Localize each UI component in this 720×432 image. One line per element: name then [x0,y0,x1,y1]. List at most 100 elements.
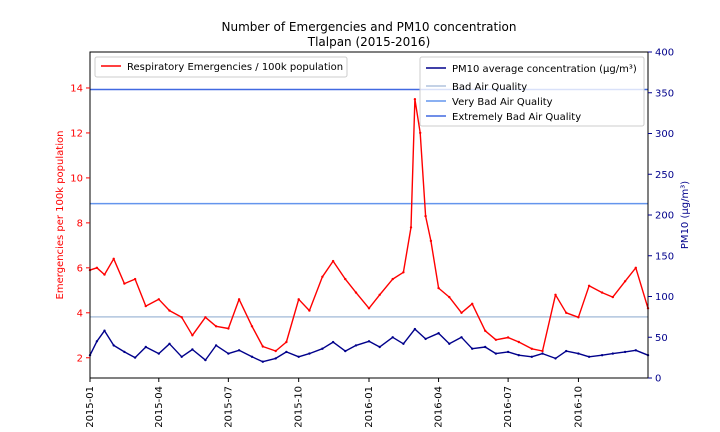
y-left-tick-label-3: 8 [77,218,83,229]
data-point-1-4 [123,350,126,354]
data-point-1-1 [95,340,99,343]
y-axis-right-label: PM10 (µg/m³) [680,181,691,249]
y-right-tick-label-4: 200 [655,211,674,222]
data-point-1-3 [112,344,115,347]
data-series [88,98,650,363]
y-right-tick-label-0: 0 [655,374,661,385]
y-axis-left-label: Emergencies per 100k population [55,131,66,300]
data-point-0-30 [413,98,417,101]
legend-left: Respiratory Emergencies / 100k populatio… [94,56,348,78]
legend-label-emergencies: Respiratory Emergencies / 100k populatio… [127,62,343,73]
data-point-0-48 [600,291,604,294]
x-tick-label-7: 2016-10 [573,386,584,428]
data-point-1-42 [565,349,568,353]
y-right-tick-label-3: 150 [655,251,674,262]
data-point-0-16 [261,345,264,348]
legend-label-extremely-bad: Extremely Bad Air Quality [452,112,581,123]
data-point-0-24 [354,291,358,294]
data-point-0-23 [344,277,347,281]
data-point-1-6 [144,345,147,349]
legend-label-bad: Bad Air Quality [452,82,527,93]
data-point-0-49 [611,295,614,299]
data-point-0-40 [506,336,510,339]
data-point-0-20 [308,309,311,312]
data-point-1-16 [261,360,264,363]
data-point-0-4 [123,282,126,285]
data-point-0-39 [494,338,498,341]
data-point-0-27 [391,277,394,281]
data-point-0-2 [103,273,106,276]
data-point-0-11 [204,316,207,319]
y-right-tick-label-8: 400 [655,48,674,59]
data-point-1-7 [157,352,160,355]
x-tick-label-1: 2015-04 [154,386,165,428]
data-point-1-34 [471,347,474,350]
data-point-0-19 [297,298,300,301]
data-point-1-19 [297,355,300,358]
data-point-1-30 [424,337,427,341]
y-right-tick-label-2: 100 [655,292,674,303]
data-point-1-21 [321,347,324,350]
data-point-0-45 [565,311,568,314]
data-point-0-26 [378,293,381,296]
data-point-1-44 [587,355,591,358]
data-point-1-45 [600,354,604,357]
y-right-tick-label-5: 250 [655,170,674,181]
data-point-0-1 [95,266,99,269]
data-point-1-33 [460,336,463,339]
data-point-0-43 [541,349,544,353]
data-point-0-21 [321,275,324,278]
data-point-0-17 [274,349,277,353]
data-point-1-11 [204,358,207,362]
data-point-1-17 [274,357,277,360]
data-point-1-8 [168,342,171,345]
data-point-1-14 [237,349,241,352]
series-line-0 [89,98,649,352]
x-tick-label-5: 2016-04 [434,386,445,428]
data-point-1-31 [437,332,440,335]
data-point-1-5 [133,356,137,359]
y-right-tick-label-7: 350 [655,88,674,99]
data-point-1-15 [250,355,254,358]
data-point-0-35 [448,295,451,299]
data-point-0-6 [144,304,147,308]
data-point-0-47 [587,284,591,287]
data-point-1-32 [448,342,451,345]
y-left-tick-label-1: 4 [77,308,83,319]
data-point-1-38 [517,354,520,357]
legend-right: PM10 average concentration (µg/m³) Bad A… [419,56,645,127]
data-point-1-48 [634,349,637,352]
chart-subtitle: Tlalpan (2015-2016) [307,35,431,49]
data-point-0-31 [419,131,422,135]
data-point-1-24 [354,344,358,347]
data-point-0-14 [237,298,241,301]
data-point-0-42 [530,347,533,350]
data-point-0-51 [634,266,637,269]
data-point-0-50 [623,280,627,283]
y-right-tick-label-6: 300 [655,129,674,140]
data-point-1-28 [402,342,405,345]
y-left-tick-label-2: 6 [77,263,83,274]
data-point-1-39 [530,355,533,358]
data-point-0-38 [484,329,487,332]
data-point-1-27 [391,336,394,339]
y-left-tick-label-6: 14 [70,83,83,94]
data-point-1-35 [484,345,487,349]
legend-label-very-bad: Very Bad Air Quality [452,97,553,108]
x-tick-label-0: 2015-01 [85,386,96,428]
data-point-0-46 [577,316,580,319]
data-point-0-18 [285,340,288,344]
data-point-1-10 [191,348,194,351]
data-point-1-20 [308,352,311,355]
data-point-0-25 [367,307,371,310]
data-point-0-15 [250,325,254,328]
x-axis: 2015-01 2015-04 2015-07 2015-10 2016-01 2016-… [85,378,584,428]
data-point-1-41 [554,357,557,360]
data-point-0-10 [191,334,194,337]
data-point-0-5 [133,277,137,281]
data-point-1-46 [611,352,614,355]
data-point-0-7 [157,298,160,301]
data-point-0-32 [424,214,427,218]
data-point-0-36 [460,311,463,314]
